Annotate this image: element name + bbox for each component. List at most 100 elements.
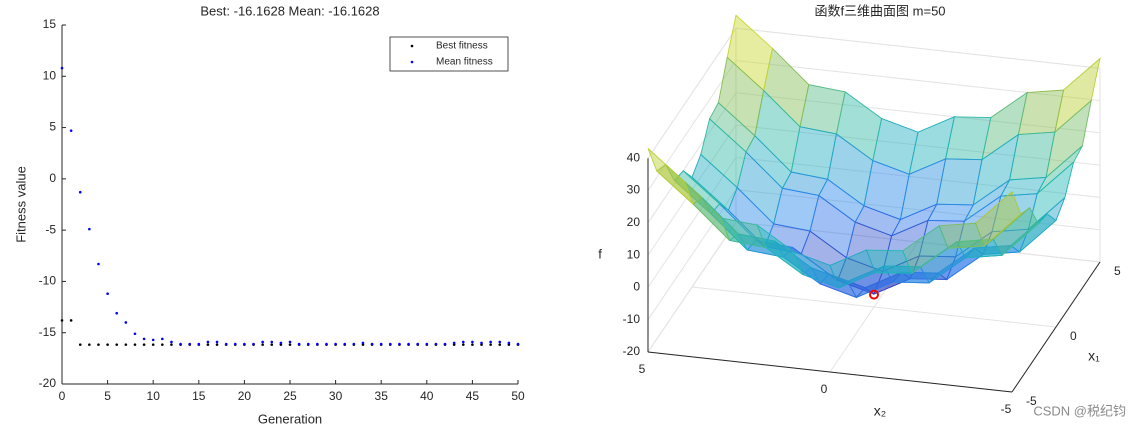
data-point	[161, 343, 164, 346]
data-point	[60, 66, 64, 70]
surface-cell	[647, 148, 694, 205]
data-point	[471, 340, 474, 344]
y-tick-label: 15	[43, 17, 57, 31]
grid-line	[647, 156, 1101, 288]
data-point	[197, 342, 201, 346]
grid-line	[647, 221, 737, 353]
y-tick-label: -15	[39, 325, 57, 339]
data-point	[106, 292, 109, 296]
data-point	[224, 342, 228, 346]
z-axis-label: f	[598, 247, 602, 262]
data-point	[261, 340, 264, 344]
data-point	[215, 343, 219, 346]
x2-axis-label: x₂	[874, 403, 886, 419]
data-point	[133, 343, 137, 346]
data-point	[115, 311, 119, 315]
data-point	[142, 343, 146, 346]
data-point	[97, 343, 100, 346]
z-tick-label: -20	[623, 344, 641, 358]
y-tick-label: -5	[45, 222, 56, 236]
x-tick-label: 10	[147, 389, 161, 403]
x-tick-label: 35	[375, 389, 389, 403]
data-point	[334, 342, 337, 346]
x-tick-label: 0	[59, 389, 66, 403]
legend-marker	[410, 60, 414, 64]
data-point	[97, 262, 100, 266]
z-tick-label: 10	[627, 247, 641, 261]
z-tick-label: 20	[627, 215, 641, 229]
data-point	[425, 342, 429, 346]
y-tick-label: 0	[49, 171, 56, 185]
data-point	[306, 342, 310, 346]
data-point	[270, 340, 274, 344]
best-point-marker	[869, 289, 879, 300]
data-point	[471, 343, 474, 346]
x-tick-label: 45	[466, 389, 480, 403]
data-point	[69, 129, 73, 132]
chart-title: 函数f三维曲面图 m=50	[814, 3, 945, 18]
x-tick-label: 5	[104, 389, 111, 403]
legend-label: Best fitness	[436, 41, 488, 52]
x2-tick-label: 0	[821, 382, 828, 396]
x1-tick-label: -5	[1026, 394, 1037, 408]
data-point	[243, 342, 246, 346]
data-point	[498, 343, 502, 346]
legend-box	[389, 36, 509, 72]
data-point	[443, 342, 447, 346]
data-point	[489, 343, 492, 346]
data-point	[398, 342, 401, 346]
data-point	[316, 342, 319, 346]
legend-marker	[410, 44, 414, 48]
data-point	[78, 190, 82, 194]
data-point	[461, 340, 465, 344]
grid-line	[647, 59, 1101, 191]
x-tick-label: 40	[420, 389, 434, 403]
data-point	[179, 342, 182, 346]
data-point	[389, 342, 392, 346]
data-point	[343, 342, 347, 346]
data-point	[206, 340, 210, 344]
data-point	[151, 343, 155, 346]
x-tick-label: 15	[192, 389, 206, 403]
grid-line	[647, 92, 1101, 224]
data-point	[133, 332, 137, 336]
x1-axis	[1011, 261, 1101, 393]
z-tick-label: 40	[627, 150, 641, 164]
data-point	[461, 343, 465, 346]
data-point	[352, 342, 356, 346]
data-point	[325, 342, 328, 346]
x2-tick-label: 5	[639, 362, 646, 376]
data-point	[88, 343, 91, 346]
data-point	[115, 343, 119, 346]
data-point	[170, 340, 173, 344]
chart-title: Best: -16.1628 Mean: -16.1628	[200, 3, 379, 18]
data-point	[233, 342, 237, 346]
data-point	[480, 341, 483, 345]
data-point	[124, 343, 128, 346]
x-tick-label: 20	[238, 389, 252, 403]
x1-axis-label: x₁	[1088, 348, 1100, 364]
y-tick-label: -10	[39, 274, 57, 288]
x2-axis	[647, 351, 1013, 393]
data-point	[288, 340, 292, 344]
data-point	[106, 343, 109, 346]
x1-tick-label: 0	[1070, 329, 1077, 343]
data-point	[161, 337, 164, 341]
data-point	[288, 343, 292, 346]
z-tick-label: -10	[623, 312, 641, 326]
data-point	[498, 340, 502, 344]
x-tick-label: 30	[329, 389, 343, 403]
grid-line	[647, 124, 1101, 256]
data-point	[151, 338, 155, 342]
data-point	[452, 341, 456, 345]
watermark: CSDN @税纪钧	[1033, 403, 1126, 418]
data-point	[88, 227, 91, 231]
data-point	[279, 341, 283, 345]
x1-tick-label: 5	[1114, 264, 1121, 278]
data-point	[416, 342, 419, 346]
data-point	[434, 342, 438, 346]
data-point	[370, 342, 374, 346]
data-point	[261, 343, 264, 346]
